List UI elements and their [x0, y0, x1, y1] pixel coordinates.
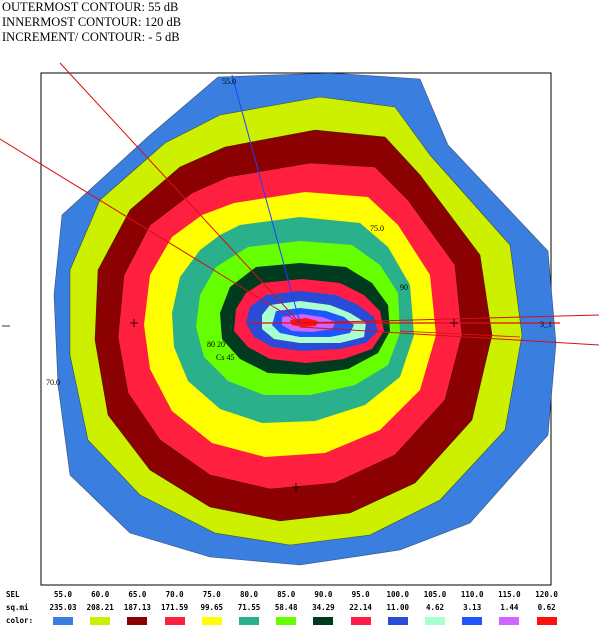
legend-color-swatch: [90, 617, 111, 625]
contour-legend: SEL 55.0 60.0 65.0 70.0 75.0 80.0 85.0 90.0 95.0…: [4, 590, 594, 630]
legend-sel-value: 60.0: [91, 590, 110, 599]
label-left-low: 70.0: [46, 378, 60, 387]
legend-area-value: 11.00: [386, 603, 410, 612]
approach-track-east: [299, 326, 599, 346]
legend-area-value: 1.44: [500, 603, 519, 612]
legend-color-swatch: [313, 617, 334, 625]
legend-color-swatch: [127, 617, 148, 625]
legend-sel-value: 75.0: [202, 590, 221, 599]
departure-track-east: [299, 314, 599, 324]
label-center-a: 80 20: [207, 340, 225, 349]
label-top: 55.0: [222, 77, 236, 86]
legend-area-value: 58.48: [274, 603, 298, 612]
contour-outlines: [53, 72, 557, 566]
legend-area-value: 3.13: [463, 603, 482, 612]
legend-sel-row: SEL 55.0 60.0 65.0 70.0 75.0 80.0 85.0 90.0 95.0…: [4, 590, 594, 601]
innermost-contour-label: INNERMOST CONTOUR: 120 dB: [2, 15, 182, 29]
legend-sel-value: 115.0: [498, 590, 521, 599]
legend-sel-value: 55.0: [53, 590, 73, 599]
legend-color-swatch: [387, 617, 408, 625]
legend-area-label: sq.mi: [6, 603, 29, 612]
legend-area-value: 99.65: [200, 603, 224, 612]
contour-info-header: OUTERMOST CONTOUR: 55 dB INNERMOST CONTO…: [2, 0, 402, 45]
legend-sel-value: 80.0: [239, 590, 259, 599]
legend-area-value: 235.03: [49, 603, 77, 612]
legend-color-swatch: [499, 617, 520, 625]
legend-sel-value: 65.0: [128, 590, 147, 599]
flight-tracks: [0, 62, 599, 346]
label-center-b: Cs 45: [216, 353, 234, 362]
legend-area-value: 71.55: [237, 603, 261, 612]
increment-contour-label: INCREMENT/ CONTOUR: - 5 dB: [2, 30, 180, 44]
legend-color-swatch: [164, 617, 185, 625]
legend-sel-value: 120.0: [535, 590, 558, 599]
legend-color-row: color:: [4, 616, 594, 627]
legend-area-value: 171.59: [161, 603, 189, 612]
legend-sel-value: 85.0: [277, 590, 296, 599]
legend-sel-value: 95.0: [351, 590, 370, 599]
legend-area-value: 187.13: [123, 603, 151, 612]
flight-track-north: [231, 74, 301, 324]
legend-color-swatch: [276, 617, 297, 625]
flight-track-northwest: [59, 62, 301, 324]
legend-area-value: 208.21: [86, 603, 114, 612]
label-runway: 3_1: [540, 320, 552, 329]
legend-color-swatch: [53, 617, 73, 625]
legend-color-swatch: [536, 617, 557, 625]
legend-area-value: 22.14: [349, 603, 372, 612]
legend-sel-value: 110.0: [460, 590, 484, 599]
legend-color-swatch: [425, 617, 445, 625]
legend-area-value: 0.62: [537, 603, 556, 612]
legend-color-swatch: [462, 617, 483, 625]
legend-color-swatch: [239, 617, 259, 625]
legend-color-swatch: [201, 617, 222, 625]
legend-sel-label: SEL: [6, 590, 20, 599]
legend-area-value: 4.62: [425, 603, 445, 612]
label-right-mid: 75.0: [370, 224, 384, 233]
noise-contour-map: 55.0 75.0 70.0 90 80 20 Cs 45 3_1: [0, 62, 599, 586]
grid-ticks: [2, 319, 458, 491]
legend-color-swatch: [350, 617, 371, 625]
label-right-tick: 90: [400, 283, 408, 292]
legend-area-row: sq.mi 235.03 208.21 187.13 171.59 99.65 71.55…: [4, 603, 594, 614]
outermost-contour-label: OUTERMOST CONTOUR: 55 dB: [2, 0, 179, 14]
legend-sel-value: 70.0: [165, 590, 184, 599]
flight-track-west: [0, 138, 301, 324]
legend-sel-value: 100.0: [386, 590, 410, 599]
legend-area-value: 34.29: [312, 603, 335, 612]
legend-sel-value: 90.0: [314, 590, 333, 599]
track-east-lower: [399, 330, 521, 338]
legend-sel-value: 105.0: [423, 590, 447, 599]
legend-color-label: color:: [6, 616, 34, 625]
